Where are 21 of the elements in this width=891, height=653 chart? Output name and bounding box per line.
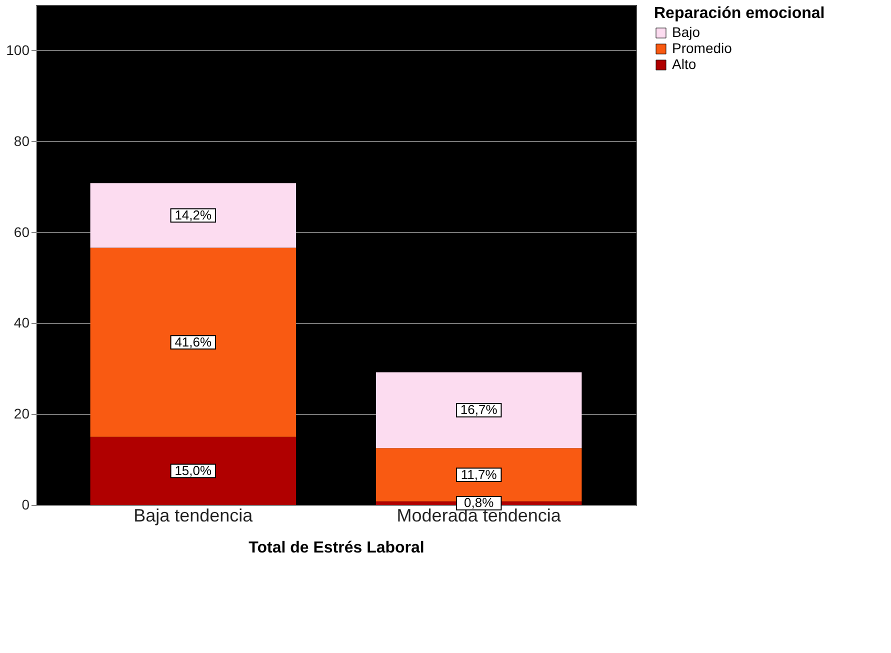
- legend-label: Promedio: [672, 40, 732, 56]
- data-label: 41,6%: [174, 334, 212, 350]
- bar: [90, 248, 296, 437]
- y-tick-label: 20: [14, 406, 30, 422]
- y-tick-label: 40: [14, 314, 30, 331]
- y-tick-label: 0: [22, 496, 30, 512]
- y-tick-label: 100: [6, 42, 30, 58]
- bar: [90, 183, 296, 248]
- bar: [90, 436, 296, 505]
- x-tick-label: Baja tendencia: [134, 506, 254, 526]
- y-tick-label: 80: [14, 132, 30, 149]
- x-axis-title: Total de Estrés Laboral: [248, 540, 424, 556]
- y-tick-label: 60: [14, 224, 30, 240]
- data-label: 16,7%: [460, 402, 498, 418]
- data-label: 11,7%: [460, 466, 498, 482]
- legend-title: Reparación emocional: [654, 5, 825, 22]
- legend-label: Bajo: [672, 24, 700, 40]
- bar: [376, 372, 582, 448]
- legend-label: Alto: [672, 56, 696, 72]
- data-label: 15,0%: [174, 462, 212, 478]
- data-label: 14,2%: [174, 207, 212, 222]
